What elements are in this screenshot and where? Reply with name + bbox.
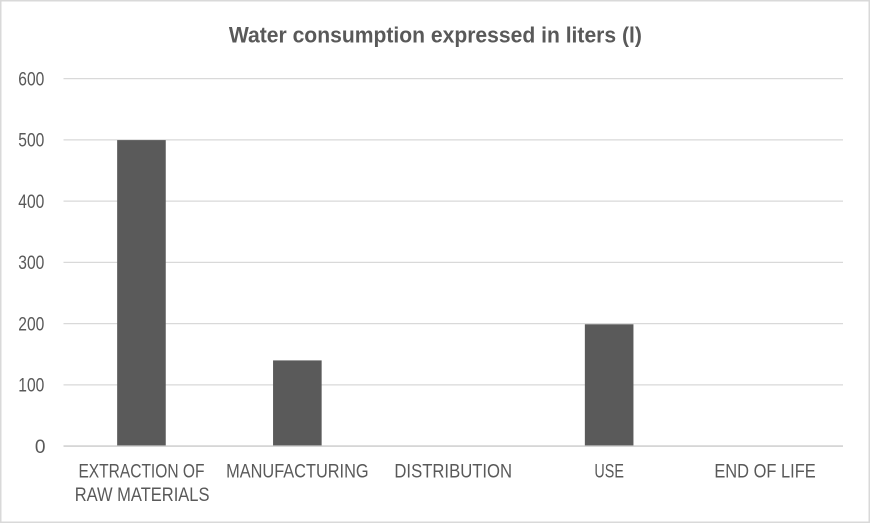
svg-text:300: 300 (18, 253, 44, 274)
svg-text:Water consumption expressed in: Water consumption expressed in liters (l… (229, 22, 642, 47)
svg-text:DISTRIBUTION: DISTRIBUTION (394, 461, 512, 482)
svg-text:200: 200 (18, 314, 44, 335)
svg-text:MANUFACTURING: MANUFACTURING (226, 461, 369, 482)
svg-text:END OF LIFE: END OF LIFE (714, 461, 815, 482)
svg-text:RAW MATERIALS: RAW MATERIALS (75, 485, 210, 506)
svg-text:EXTRACTION OF: EXTRACTION OF (78, 461, 204, 482)
svg-text:USE: USE (594, 461, 624, 482)
svg-text:400: 400 (18, 192, 44, 213)
svg-text:500: 500 (18, 131, 44, 152)
svg-text:100: 100 (18, 376, 44, 397)
svg-text:0: 0 (35, 437, 46, 458)
svg-text:600: 600 (18, 70, 44, 91)
